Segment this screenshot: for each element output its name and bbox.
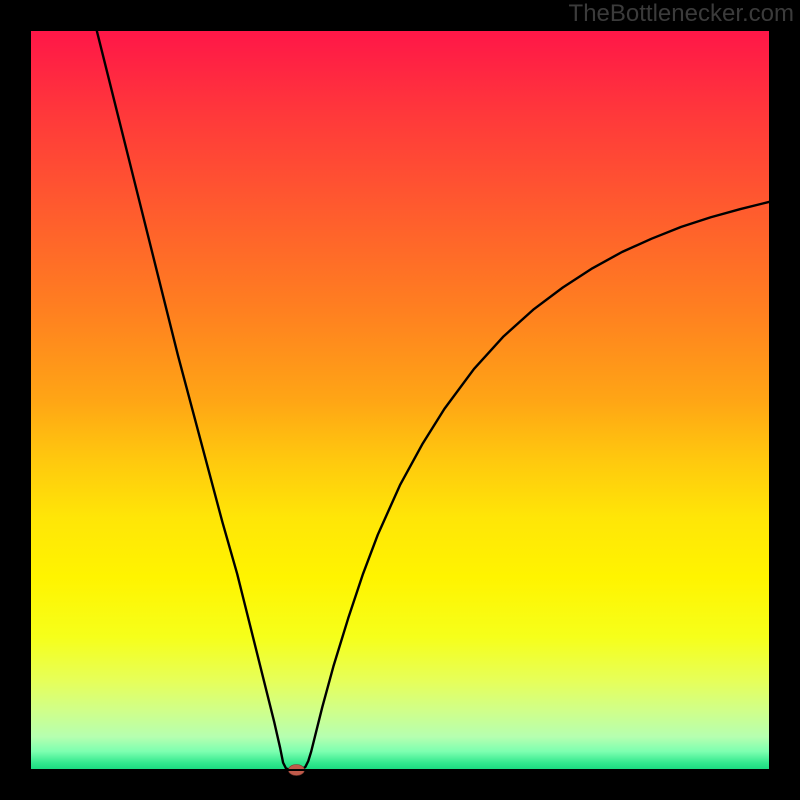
chart-container: TheBottlenecker.com	[0, 0, 800, 800]
bottleneck-chart	[0, 0, 800, 800]
watermark-text: TheBottlenecker.com	[569, 0, 794, 28]
